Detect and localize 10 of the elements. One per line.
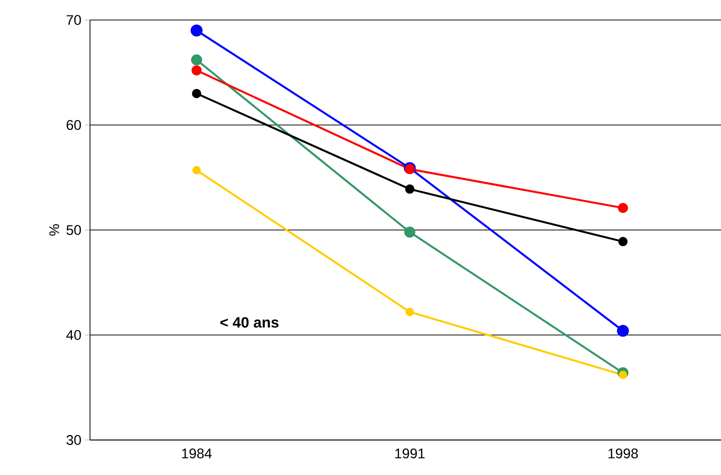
x-tick-label: 1984	[182, 448, 212, 458]
x-tick-label: 1991	[395, 448, 425, 458]
y-tick-label: 30	[66, 435, 81, 445]
x-tick-label: 1998	[608, 448, 638, 458]
y-tick-label: 70	[66, 15, 81, 25]
y-axis-title: %	[49, 224, 60, 236]
annotation: < 40 ans	[220, 317, 278, 328]
y-tick-label: 50	[66, 225, 81, 235]
y-tick-label: 40	[66, 330, 81, 340]
y-tick-label: 60	[66, 120, 81, 130]
